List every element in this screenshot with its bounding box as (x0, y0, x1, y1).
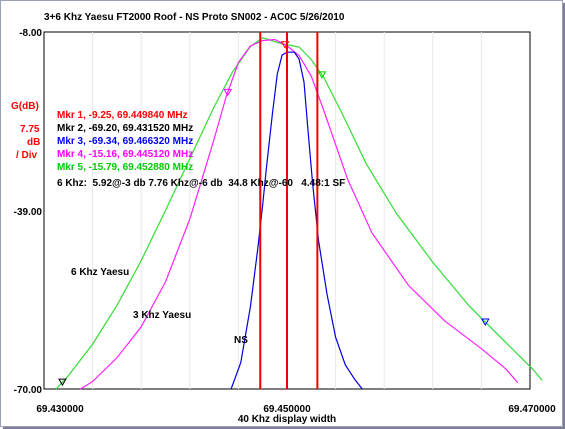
series-line-1 (55, 37, 543, 390)
marker-readout-4: Mkr 4, -15.16, 69.445120 MHz (57, 149, 193, 160)
y-axis-label-line-3: dB (27, 137, 40, 148)
x-axis-label: 40 Khz display width (238, 414, 336, 425)
marker-readout-3: Mkr 3, -69.34, 69.466320 MHz (57, 136, 193, 147)
annotation-ns: NS (234, 335, 248, 346)
series-line-3 (230, 51, 363, 390)
marker-readout-2: Mkr 2, -69.20, 69.431520 MHz (57, 123, 193, 134)
y-tick-label: -70.00 (14, 385, 43, 396)
marker-triangle-4 (223, 88, 233, 97)
x-tick-label: 69.450000 (263, 404, 311, 415)
chart-title: 3+6 Khz Yaesu FT2000 Roof - NS Proto SN0… (44, 12, 345, 23)
series-line-2 (80, 38, 519, 390)
y-axis-label-line-4: / Div (16, 150, 38, 161)
response-curves (55, 37, 543, 390)
y-axis-label-line-1: G(dB) (11, 101, 39, 112)
x-tick-label: 69.470000 (508, 404, 556, 415)
bandwidth-summary: 6 Khz: 5.92@-3 db 7.76 Khz@-6 db 34.8 Kh… (57, 178, 345, 189)
marker-readout-5: Mkr 5, -15.79, 69.452880 MHz (57, 162, 193, 173)
y-tick-label: -8.00 (19, 28, 42, 39)
y-axis-label-line-2: 7.75 (20, 124, 40, 135)
marker-triangle-2 (58, 378, 67, 387)
marker-triangles (58, 41, 490, 387)
marker-triangle-1 (280, 41, 290, 49)
marker-vertical-lines (259, 32, 319, 389)
y-tick-label: -39.00 (14, 207, 43, 218)
marker-triangle-5 (317, 71, 327, 79)
marker-triangle-3 (480, 318, 490, 327)
x-tick-label: 69.430000 (36, 404, 84, 415)
annotation-3khz-yaesu: 3 Khz Yaesu (133, 310, 191, 321)
marker-readout-1: Mkr 1, -9.25, 69.449840 MHz (57, 110, 188, 121)
annotation-6khz-yaesu: 6 Khz Yaesu (71, 267, 129, 278)
